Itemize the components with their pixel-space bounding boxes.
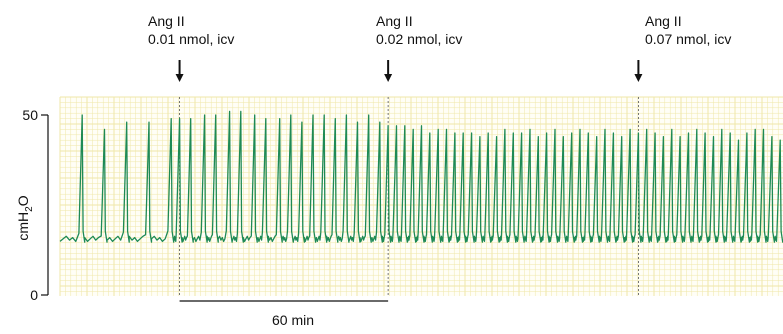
annotation-drug: Ang II (645, 13, 682, 29)
annotation-dose: 0.02 nmol, icv (376, 31, 463, 47)
pressure-trace-layer (59, 110, 783, 243)
annotation-dose: 0.07 nmol, icv (645, 31, 732, 47)
dose-annotation-3: Ang II 0.07 nmol, icv (645, 12, 731, 48)
annotation-drug: Ang II (376, 13, 413, 29)
pressure-trace-line (59, 110, 783, 243)
down-arrow-icon (384, 74, 393, 82)
dose-annotation-2: Ang II 0.02 nmol, icv (376, 12, 462, 48)
down-arrow-icon (175, 74, 184, 82)
y-tick-labels: 0 50 (22, 107, 38, 303)
dose-annotation-1: Ang II 0.01 nmol, icv (148, 12, 234, 48)
scale-bar-label: 60 min (272, 312, 315, 328)
annotation-dose: 0.01 nmol, icv (148, 31, 235, 47)
y-axis-label: cmH2O (15, 195, 35, 240)
y-axis (41, 114, 49, 296)
down-arrow-icon (634, 74, 643, 82)
y-tick-label: 50 (22, 107, 38, 123)
annotation-drug: Ang II (148, 13, 185, 29)
y-tick-label: 0 (30, 287, 38, 303)
